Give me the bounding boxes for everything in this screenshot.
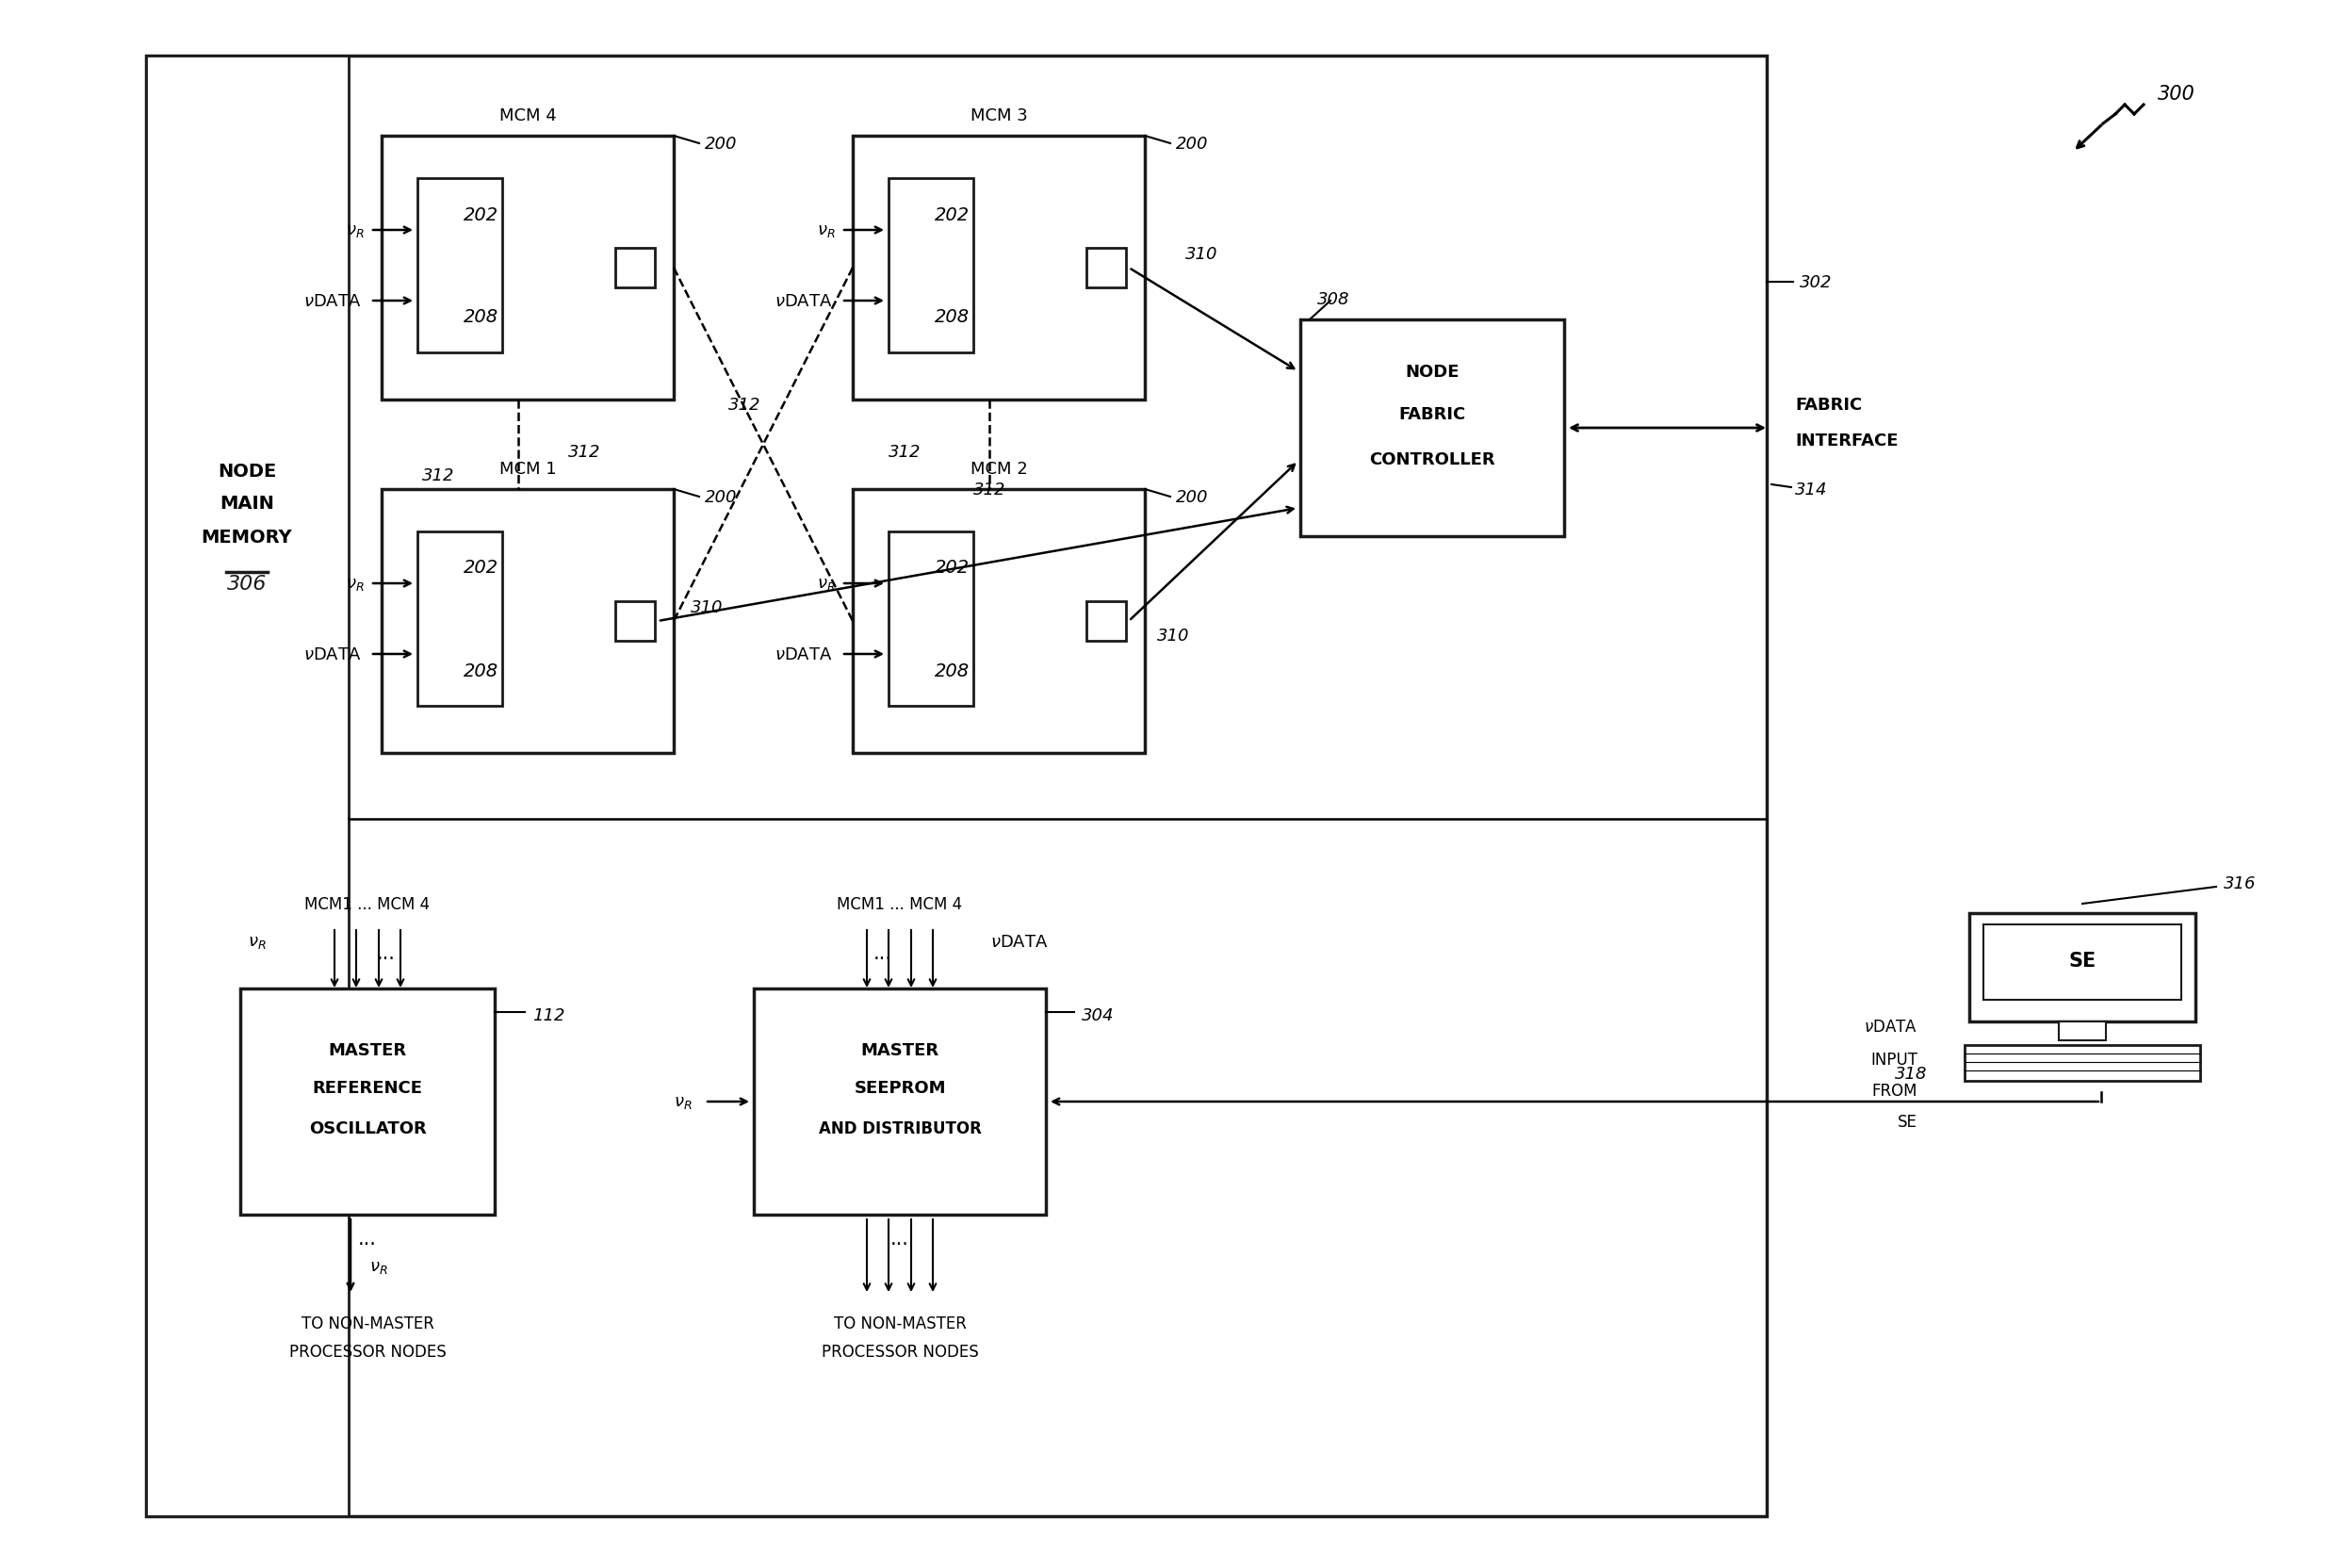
Text: 202: 202 xyxy=(935,205,970,224)
Text: 200: 200 xyxy=(705,489,738,506)
Bar xyxy=(888,179,972,353)
Text: FABRIC: FABRIC xyxy=(1398,406,1466,423)
Text: FABRIC: FABRIC xyxy=(1795,397,1863,414)
Text: $\nu_R$: $\nu_R$ xyxy=(369,1258,388,1275)
Text: SEEPROM: SEEPROM xyxy=(855,1079,947,1096)
Text: 302: 302 xyxy=(1799,274,1832,292)
Bar xyxy=(1301,320,1564,536)
Bar xyxy=(381,489,674,753)
Bar xyxy=(381,136,674,400)
Text: OSCILLATOR: OSCILLATOR xyxy=(308,1120,425,1137)
Bar xyxy=(1085,602,1125,641)
Text: $\nu_R$: $\nu_R$ xyxy=(674,1093,693,1110)
Text: 208: 208 xyxy=(463,662,498,679)
Text: 308: 308 xyxy=(1318,292,1351,307)
Text: $\nu_R$: $\nu_R$ xyxy=(345,223,364,240)
Text: 312: 312 xyxy=(728,397,761,414)
Text: 202: 202 xyxy=(463,558,498,577)
Text: 200: 200 xyxy=(1177,135,1207,152)
Text: PROCESSOR NODES: PROCESSOR NODES xyxy=(289,1342,446,1359)
Text: $\nu$DATA: $\nu$DATA xyxy=(1863,1018,1917,1035)
Text: TO NON-MASTER: TO NON-MASTER xyxy=(301,1314,435,1331)
Text: 200: 200 xyxy=(1177,489,1207,506)
Text: MCM1 ... MCM 4: MCM1 ... MCM 4 xyxy=(836,895,963,913)
Text: 312: 312 xyxy=(423,467,453,485)
Text: TO NON-MASTER: TO NON-MASTER xyxy=(834,1314,965,1331)
Text: 316: 316 xyxy=(2225,875,2255,892)
Text: SE: SE xyxy=(1898,1113,1917,1131)
Text: INTERFACE: INTERFACE xyxy=(1795,433,1898,448)
Text: CONTROLLER: CONTROLLER xyxy=(1369,452,1496,467)
Bar xyxy=(888,532,972,706)
Text: MCM 3: MCM 3 xyxy=(970,107,1027,124)
Text: 208: 208 xyxy=(935,662,970,679)
Bar xyxy=(146,56,1766,1516)
Text: MASTER: MASTER xyxy=(329,1041,406,1058)
Text: $\nu$DATA: $\nu$DATA xyxy=(991,933,1048,950)
Text: 202: 202 xyxy=(463,205,498,224)
Text: ...: ... xyxy=(376,944,395,963)
Text: 318: 318 xyxy=(1893,1065,1926,1082)
Text: 312: 312 xyxy=(888,444,921,461)
Text: NODE: NODE xyxy=(218,463,277,480)
Bar xyxy=(1983,925,2182,1000)
Text: PROCESSOR NODES: PROCESSOR NODES xyxy=(822,1342,980,1359)
Text: $\nu_R$: $\nu_R$ xyxy=(345,575,364,593)
Text: SE: SE xyxy=(2069,952,2095,971)
Text: 306: 306 xyxy=(228,574,268,593)
Text: $\nu$DATA: $\nu$DATA xyxy=(303,293,362,310)
Text: INPUT: INPUT xyxy=(1870,1051,1917,1068)
Text: 310: 310 xyxy=(1186,246,1217,263)
Text: $\nu_R$: $\nu_R$ xyxy=(817,575,836,593)
Text: REFERENCE: REFERENCE xyxy=(312,1079,423,1096)
Text: 300: 300 xyxy=(2159,85,2196,103)
Text: 312: 312 xyxy=(568,444,601,461)
Text: 312: 312 xyxy=(972,481,1005,499)
Bar xyxy=(240,989,496,1215)
Text: FROM: FROM xyxy=(1872,1082,1917,1099)
Text: 200: 200 xyxy=(705,135,738,152)
Text: $\nu_R$: $\nu_R$ xyxy=(817,223,836,240)
Text: ...: ... xyxy=(890,1229,909,1248)
Text: NODE: NODE xyxy=(1405,364,1459,381)
Text: 208: 208 xyxy=(463,309,498,326)
Text: MCM1 ... MCM 4: MCM1 ... MCM 4 xyxy=(305,895,430,913)
Text: ...: ... xyxy=(357,1229,376,1248)
Text: 202: 202 xyxy=(935,558,970,577)
Text: MEMORY: MEMORY xyxy=(202,528,291,546)
Text: 112: 112 xyxy=(533,1007,564,1024)
Text: 208: 208 xyxy=(935,309,970,326)
Bar xyxy=(418,532,503,706)
Text: MAIN: MAIN xyxy=(218,495,275,513)
Text: 314: 314 xyxy=(1795,481,1828,499)
Text: $\nu_R$: $\nu_R$ xyxy=(249,933,265,950)
Text: MCM 4: MCM 4 xyxy=(498,107,557,124)
Bar xyxy=(1968,914,2196,1022)
Text: AND DISTRIBUTOR: AND DISTRIBUTOR xyxy=(817,1120,982,1137)
Text: ...: ... xyxy=(874,944,893,963)
Text: 310: 310 xyxy=(691,599,723,616)
Bar xyxy=(615,602,655,641)
Bar xyxy=(853,136,1144,400)
Bar xyxy=(754,989,1045,1215)
Bar xyxy=(615,249,655,289)
Text: MASTER: MASTER xyxy=(860,1041,940,1058)
Bar xyxy=(2058,1022,2107,1041)
Text: MCM 2: MCM 2 xyxy=(970,461,1027,478)
Bar xyxy=(146,56,348,1516)
Bar xyxy=(853,489,1144,753)
Text: $\nu$DATA: $\nu$DATA xyxy=(775,646,832,663)
Bar xyxy=(1964,1046,2201,1080)
Bar xyxy=(418,179,503,353)
Bar xyxy=(1085,249,1125,289)
Text: MCM 1: MCM 1 xyxy=(498,461,557,478)
Text: 304: 304 xyxy=(1081,1007,1113,1024)
Text: 310: 310 xyxy=(1156,627,1189,644)
Text: $\nu$DATA: $\nu$DATA xyxy=(303,646,362,663)
Text: $\nu$DATA: $\nu$DATA xyxy=(775,293,832,310)
